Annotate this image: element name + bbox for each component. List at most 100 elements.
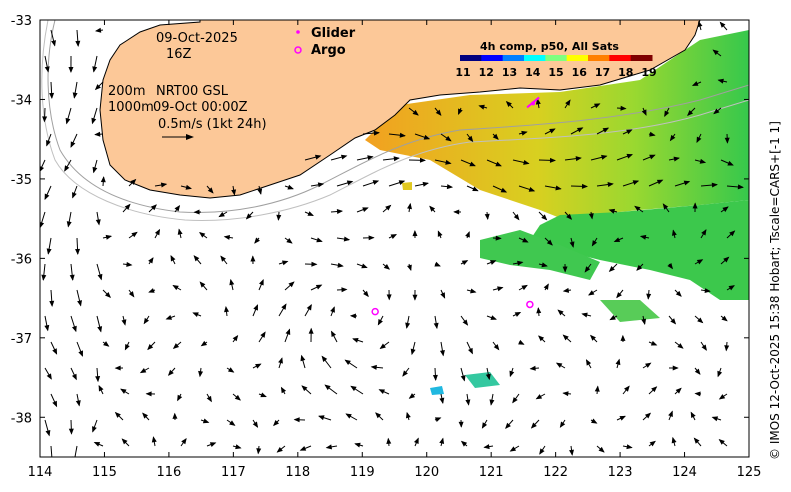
- plot-border: [39, 19, 750, 458]
- current-vector-head: [626, 444, 633, 450]
- current-vector-head: [273, 420, 280, 427]
- current-vector-head: [130, 178, 137, 185]
- current-vector-head: [255, 363, 262, 369]
- current-vector-head: [718, 439, 725, 445]
- legend-glider-label: Glider: [311, 26, 356, 41]
- info-model-time: 09-Oct 00:00Z: [153, 100, 248, 115]
- colorbar-tick-label: 17: [595, 66, 610, 79]
- current-vector-head: [276, 214, 282, 221]
- current-vector-head: [253, 304, 258, 311]
- current-vector-head: [316, 237, 323, 243]
- current-vector-head: [591, 240, 598, 247]
- current-vector-head: [445, 135, 452, 142]
- current-vector-head: [593, 103, 601, 109]
- current-vector-head: [257, 188, 263, 195]
- current-vector-head: [393, 156, 400, 162]
- current-vector-head: [608, 266, 615, 273]
- current-vector-head: [529, 365, 536, 371]
- current-vector-head: [311, 261, 318, 267]
- current-vector-head: [598, 446, 605, 453]
- sst-layer: [365, 30, 749, 395]
- current-vector-head: [562, 287, 570, 293]
- current-vector-head: [49, 300, 55, 307]
- y-tick-label: -37: [11, 332, 32, 347]
- current-vector-head: [728, 285, 735, 291]
- current-vector-head: [315, 284, 323, 290]
- current-vector-head: [75, 248, 81, 255]
- current-vector-head: [224, 305, 229, 313]
- current-vector-head: [44, 66, 50, 73]
- current-vector-head: [91, 117, 97, 125]
- current-vector-head: [105, 234, 113, 240]
- current-vector-head: [512, 397, 518, 404]
- current-vector-head: [254, 237, 260, 244]
- current-vector-head: [40, 166, 45, 172]
- info-scale-label: 0.5m/s (1kt 24h): [158, 117, 267, 132]
- current-vector-head: [52, 348, 58, 355]
- current-vector-head: [172, 343, 180, 349]
- x-tick-label: 121: [479, 465, 504, 480]
- current-vector-head: [93, 442, 101, 447]
- current-vector-head: [671, 436, 677, 444]
- current-vector-head: [198, 370, 204, 378]
- current-vector-head: [461, 260, 469, 266]
- current-vector-head: [683, 180, 691, 186]
- current-vector-head: [192, 312, 199, 318]
- current-vector-head: [662, 203, 669, 210]
- current-vector-head: [626, 129, 633, 135]
- current-vector-head: [723, 256, 730, 263]
- current-vector-head: [51, 456, 55, 457]
- current-vector-head: [259, 279, 264, 286]
- current-vector-head: [386, 294, 392, 301]
- y-tick-label: -38: [11, 411, 32, 426]
- current-vector-head: [429, 205, 436, 212]
- current-vector-head: [336, 209, 344, 214]
- current-vector-head: [321, 355, 328, 362]
- current-vector-head: [104, 292, 111, 299]
- current-vector-head: [405, 411, 411, 419]
- current-vector-head: [549, 128, 556, 134]
- current-vector-head: [318, 415, 325, 421]
- y-tick-label: -35: [11, 173, 32, 188]
- current-vector-head: [51, 40, 56, 47]
- current-vector-head: [718, 394, 726, 400]
- current-vector-head: [44, 193, 50, 201]
- current-vector-head: [667, 262, 674, 270]
- current-vector-head: [694, 391, 701, 397]
- current-vector-head: [632, 180, 640, 185]
- x-tick-label: 125: [737, 465, 762, 480]
- current-vector-head: [293, 417, 300, 423]
- sst-patch-yellow: [402, 182, 412, 190]
- current-vector-head: [209, 442, 217, 447]
- x-tick-label: 117: [221, 465, 246, 480]
- current-vector-head: [656, 179, 664, 185]
- current-vector-head: [601, 154, 608, 160]
- current-vector-head: [701, 344, 707, 351]
- current-vector-head: [478, 104, 485, 110]
- glider-marker-icon: [296, 30, 300, 34]
- current-vector-head: [589, 334, 596, 341]
- current-vector-head: [584, 266, 591, 273]
- argo-float[interactable]: [371, 307, 379, 316]
- argo-float[interactable]: [526, 300, 534, 309]
- current-vector-head: [94, 131, 101, 137]
- current-vector-head: [514, 311, 522, 317]
- current-vector-head: [557, 309, 564, 316]
- current-vector-head: [150, 204, 157, 211]
- colorbar-title: 4h comp, p50, All Sats: [480, 40, 619, 53]
- current-vector-head: [346, 180, 354, 186]
- x-tick-label: 123: [608, 465, 633, 480]
- current-vector-head: [626, 153, 633, 159]
- current-vector-head: [71, 325, 77, 333]
- current-vector-head: [361, 263, 368, 269]
- current-vector-head: [607, 182, 614, 187]
- current-vector-head: [177, 228, 183, 235]
- current-vector-head: [229, 278, 235, 286]
- current-vector-head: [673, 156, 680, 162]
- current-vector-head: [493, 344, 500, 351]
- current-vector-head: [485, 373, 491, 381]
- current-vector-head: [142, 412, 149, 419]
- current-vector-head: [559, 421, 566, 428]
- current-vector-head: [729, 230, 736, 237]
